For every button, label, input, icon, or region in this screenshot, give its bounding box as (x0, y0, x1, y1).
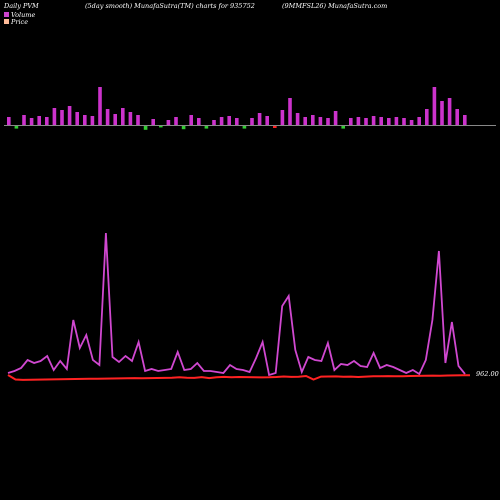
volume-bar (333, 111, 338, 125)
volume-bar (371, 116, 376, 125)
volume-bar (394, 117, 399, 125)
volume-bar (311, 115, 315, 125)
volume-bar (37, 116, 41, 125)
volume-bar (166, 120, 171, 125)
legend-price-label: Price (10, 18, 28, 26)
volume-bar (159, 125, 163, 128)
volume-line (7, 232, 466, 377)
price-line (7, 374, 471, 381)
volume-bar (45, 117, 49, 125)
volume-bar (197, 118, 201, 125)
volume-bar (447, 98, 452, 125)
volume-bar (29, 118, 34, 125)
volume-bar (128, 112, 133, 125)
chart-title: (5day smooth) MunafaSutra(TM) charts for… (85, 2, 255, 10)
volume-bar (75, 112, 79, 125)
volume-bar (280, 110, 285, 125)
legend-price-swatch (4, 19, 9, 24)
volume-bar (257, 113, 262, 125)
volume-bar (22, 115, 26, 125)
volume-bar (14, 125, 19, 129)
volume-bar (90, 116, 95, 125)
volume-bar (432, 87, 437, 125)
volume-bar (356, 117, 361, 125)
volume-bar (212, 120, 216, 125)
volume-bar (242, 125, 247, 129)
volume-bar (250, 118, 254, 125)
legend-volume-swatch (4, 12, 9, 17)
volume-bar (349, 118, 353, 125)
volume-bar (402, 118, 406, 125)
volume-bar (7, 117, 11, 125)
volume-bar (288, 98, 292, 125)
chart-type-label: Daily PVM (3, 2, 39, 10)
volume-bar (326, 118, 330, 125)
volume-bar (219, 117, 224, 125)
volume-bar (318, 117, 323, 125)
volume-bar (425, 109, 429, 125)
volume-bar (295, 113, 300, 125)
volume-bar (273, 125, 277, 128)
volume-bar (387, 118, 391, 125)
volume-bar (227, 116, 231, 125)
volume-bar (67, 106, 72, 125)
volume-bar (136, 115, 140, 125)
volume-bar (181, 125, 186, 130)
volume-bar (151, 119, 155, 125)
volume-bar (409, 120, 414, 125)
chart-symbol: (9MMFSL26) MunafaSutra.com (282, 2, 387, 10)
volume-bar (83, 115, 87, 125)
volume-bar (204, 125, 209, 129)
volume-bar (121, 108, 125, 125)
volume-bar (379, 117, 383, 125)
volume-bars (7, 87, 467, 130)
volume-bar (143, 125, 148, 130)
volume-bar (364, 118, 368, 125)
volume-bar (174, 117, 178, 125)
price-label: 962.00 (476, 370, 499, 378)
volume-bar (463, 115, 467, 125)
volume-bar (417, 117, 421, 125)
volume-bar (455, 109, 459, 125)
volume-bar (303, 117, 307, 125)
volume-bar (52, 108, 57, 125)
volume-bar (113, 114, 117, 125)
volume-bar (440, 101, 444, 125)
volume-bar (98, 87, 102, 125)
volume-bar (235, 118, 239, 125)
volume-bar (105, 109, 110, 125)
volume-bar (189, 115, 193, 125)
volume-bar (265, 116, 269, 125)
volume-bar (341, 125, 345, 129)
legend-volume-label: Volume (11, 11, 35, 19)
volume-bar (60, 110, 64, 125)
